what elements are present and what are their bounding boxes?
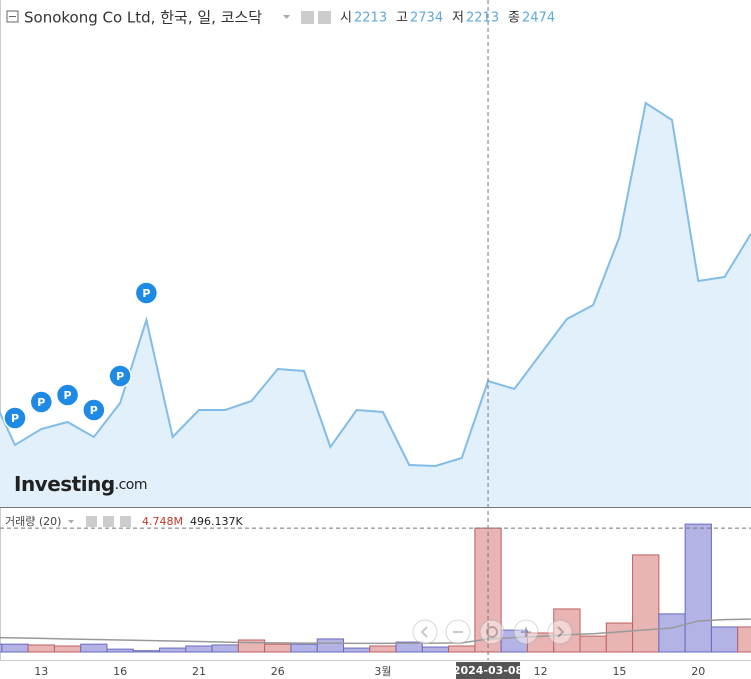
logo: Investing.com [14,472,147,496]
volume-bar [421,646,450,653]
volume-bar [316,638,345,653]
ohlc-value: 2213 [354,11,387,26]
x-tick-label: 21 [192,665,206,678]
volume-bar [710,626,739,653]
price-line [0,101,751,468]
event-marker-label: P [142,287,150,300]
settings-icon[interactable] [301,11,314,24]
settings-icon[interactable] [318,11,331,24]
volume-bar [579,635,607,653]
event-marker-label: P [64,389,72,402]
volume-bar [185,645,213,653]
x-tick-label: 12 [534,665,548,678]
event-marker[interactable] [29,390,54,414]
volume-bar [132,650,161,653]
nav-zoom-out[interactable] [445,619,471,645]
nav-next[interactable] [547,619,573,645]
x-tick-label: 13 [34,665,48,678]
ma-line [0,618,751,645]
volume-bar [80,643,108,653]
event-marker[interactable] [134,281,159,305]
price-area [0,103,751,507]
settings-icon[interactable] [103,516,114,527]
event-marker[interactable] [82,398,106,422]
x-tick-label: 3월 [374,665,391,678]
crosshair-tag [456,662,521,679]
volume-bar [159,647,187,653]
event-marker-label: P [11,412,19,425]
x-tick-label: 16 [113,665,127,678]
ohlc-value: 2213 [466,11,499,26]
x-tick-label: 26 [271,665,285,678]
nav-prev-icon [420,626,428,638]
dropdown-caret[interactable] [68,520,74,524]
volume-bar [211,644,239,653]
event-marker-label: P [116,370,124,383]
volume-bar [1,643,29,653]
volume-value: 4.748M [142,515,183,528]
event-marker[interactable] [3,406,27,430]
x-tick-label: 2024-03-08 [453,664,523,677]
volume-bar [290,643,318,653]
ohlc-value: 2474 [522,11,555,26]
ohlc-label: 고 [396,11,408,26]
dropdown-caret[interactable] [283,15,290,19]
volume-bar [658,613,686,653]
plot: P P P P P P [0,101,751,653]
volume-bar [448,645,476,653]
volume-bar [369,645,397,653]
nav-buttons [412,619,573,645]
volume-bar [264,643,292,653]
volume-title: 거래량 (20) [5,515,61,528]
nav-zoom-in-icon [521,627,531,637]
event-marker-label: P [90,404,98,417]
ohlc-label: 저 [452,11,464,26]
event-marker-label: P [37,396,45,409]
volume-bar [53,645,82,653]
volume-bar [27,644,55,653]
x-tick-label: 20 [691,665,705,678]
volume-bar [553,608,581,653]
settings-icon[interactable] [86,516,97,527]
close-icon[interactable] [120,516,131,527]
event-marker[interactable] [55,383,80,407]
nav-zoom-in[interactable] [513,619,539,645]
volume-bar [605,622,634,653]
chart-title: Sonokong Co Ltd, 한국, 일, 코스닥 [24,9,262,27]
logo-suffix: .com [115,477,147,493]
ma-value: 496.137K [190,515,243,528]
ohlc-label: 시 [340,11,352,26]
nav-prev[interactable] [412,619,438,645]
volume-bar [684,523,712,653]
ohlc-label: 종 [508,11,520,26]
logo-main: Investing [14,472,115,496]
nav-next-icon [557,626,565,638]
ohlc-value: 2734 [410,11,443,26]
volume-bar [632,554,660,653]
x-tick-label: 15 [612,665,626,678]
collapse-icon[interactable] [6,10,19,23]
volume-bar [737,626,751,653]
volume-bar [106,648,134,653]
nav-reset[interactable] [479,619,505,645]
nav-reset-icon [486,626,498,638]
volume-bar [343,647,371,653]
event-marker[interactable] [108,364,132,388]
